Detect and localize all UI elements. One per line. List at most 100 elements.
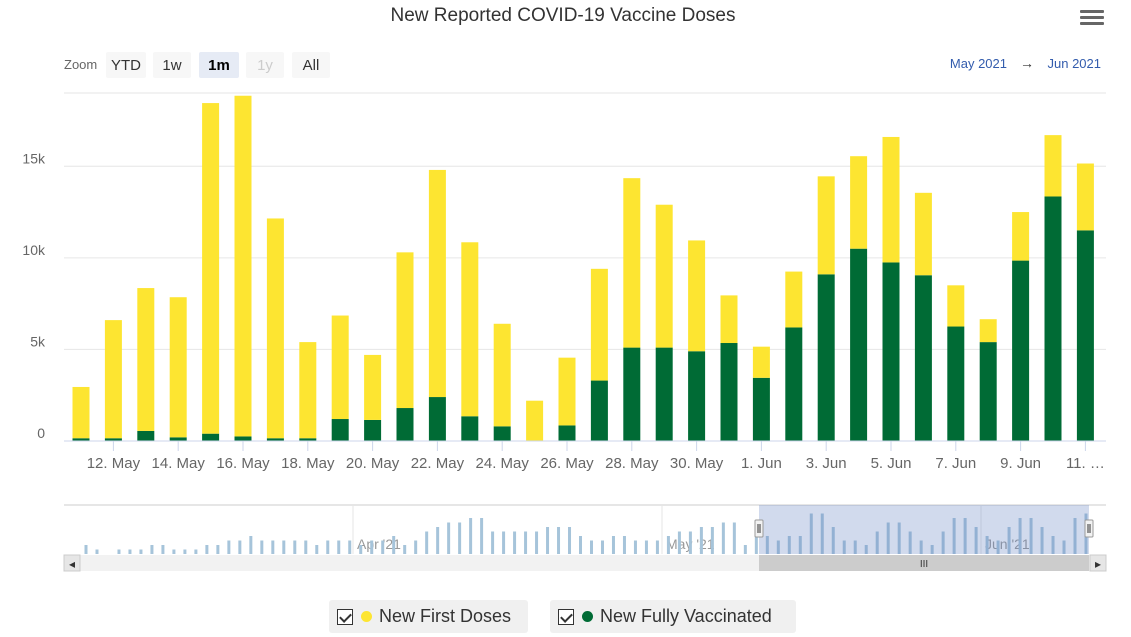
bar-fully-vaccinated[interactable]	[979, 342, 997, 441]
bar-first-doses[interactable]	[169, 297, 187, 438]
scrollbar-thumb[interactable]	[759, 555, 1089, 571]
bar-fully-vaccinated[interactable]	[72, 438, 90, 441]
bar-first-doses[interactable]	[461, 242, 479, 417]
bar-fully-vaccinated[interactable]	[1044, 196, 1062, 441]
bar-fully-vaccinated[interactable]	[947, 326, 965, 441]
bar-first-doses[interactable]	[914, 192, 932, 276]
bar-first-doses[interactable]	[493, 323, 511, 427]
bar-first-doses[interactable]	[688, 240, 706, 352]
bar-first-doses[interactable]	[785, 271, 803, 328]
bar-fully-vaccinated[interactable]	[882, 262, 900, 441]
legend-item-fully-vaccinated[interactable]: New Fully Vaccinated	[550, 600, 796, 633]
scrollbar-right-arrow-icon: ▸	[1095, 557, 1101, 571]
navigator-bar	[985, 536, 989, 554]
zoom-button-1y: 1y	[246, 52, 284, 78]
navigator-handle-right[interactable]	[1084, 519, 1094, 538]
navigator-bar	[348, 540, 352, 554]
checkbox-icon[interactable]	[558, 608, 574, 625]
bar-fully-vaccinated[interactable]	[234, 436, 252, 441]
navigator-bar	[370, 540, 374, 554]
bar-fully-vaccinated[interactable]	[202, 433, 220, 441]
bar-first-doses[interactable]	[558, 357, 576, 426]
bar-first-doses[interactable]	[882, 136, 900, 263]
bar-first-doses[interactable]	[331, 315, 349, 420]
checkbox-icon[interactable]	[337, 608, 353, 625]
bar-first-doses[interactable]	[655, 204, 673, 348]
bar-first-doses[interactable]	[396, 252, 414, 409]
bar-fully-vaccinated[interactable]	[396, 408, 414, 441]
navigator-bar	[546, 527, 550, 554]
bar-first-doses[interactable]	[850, 156, 868, 249]
bar-fully-vaccinated[interactable]	[461, 416, 479, 441]
bar-first-doses[interactable]	[526, 400, 544, 441]
zoom-button-1w[interactable]: 1w	[153, 52, 191, 78]
bar-fully-vaccinated[interactable]	[493, 426, 511, 441]
bar-fully-vaccinated[interactable]	[623, 347, 641, 441]
bar-first-doses[interactable]	[947, 285, 965, 327]
bar-fully-vaccinated[interactable]	[720, 343, 738, 441]
range-from[interactable]: May 2021	[950, 56, 1007, 71]
navigator-bar	[886, 522, 890, 554]
hamburger-menu-icon[interactable]	[1080, 10, 1104, 30]
zoom-button-ytd[interactable]: YTD	[106, 52, 146, 78]
bar-fully-vaccinated[interactable]	[655, 347, 673, 441]
bar-first-doses[interactable]	[234, 95, 252, 437]
bar-first-doses[interactable]	[623, 178, 641, 348]
bar-fully-vaccinated[interactable]	[266, 438, 284, 441]
range-to[interactable]: Jun 2021	[1048, 56, 1102, 71]
zoom-button-1m[interactable]: 1m	[199, 52, 239, 78]
bar-first-doses[interactable]	[104, 320, 122, 439]
bar-first-doses[interactable]	[72, 386, 90, 439]
zoom-label: Zoom	[64, 57, 97, 72]
bar-first-doses[interactable]	[137, 288, 155, 431]
bar-fully-vaccinated[interactable]	[169, 437, 187, 441]
bar-fully-vaccinated[interactable]	[785, 327, 803, 441]
bar-fully-vaccinated[interactable]	[331, 419, 349, 441]
bar-fully-vaccinated[interactable]	[558, 425, 576, 441]
zoom-button-bg	[292, 52, 330, 78]
range-display: May 2021 → Jun 2021	[950, 55, 1101, 71]
bar-fully-vaccinated[interactable]	[104, 438, 122, 441]
scrollbar-right-button[interactable]	[1089, 554, 1107, 572]
bar-fully-vaccinated[interactable]	[817, 274, 835, 441]
scrollbar-left-button[interactable]	[63, 554, 81, 572]
bar-fully-vaccinated[interactable]	[364, 419, 382, 441]
bar-first-doses[interactable]	[1076, 163, 1094, 231]
scrollbar[interactable]: ◂ ▸ III	[63, 554, 1107, 572]
bar-first-doses[interactable]	[202, 103, 220, 434]
bar-first-doses[interactable]	[299, 342, 317, 439]
bar-first-doses[interactable]	[590, 268, 608, 381]
bar-first-doses[interactable]	[1044, 135, 1062, 197]
bar-first-doses[interactable]	[1012, 212, 1030, 261]
x-tick-label: 9. Jun	[1000, 455, 1041, 472]
bar-first-doses[interactable]	[428, 169, 446, 398]
navigator-selected-range[interactable]	[759, 505, 1089, 554]
navigator-bar	[535, 531, 539, 554]
bar-fully-vaccinated[interactable]	[299, 438, 317, 441]
navigator-bar	[183, 549, 187, 554]
bar-first-doses[interactable]	[364, 354, 382, 420]
bar-fully-vaccinated[interactable]	[1076, 230, 1094, 441]
bar-first-doses[interactable]	[266, 218, 284, 439]
bar-fully-vaccinated[interactable]	[850, 248, 868, 441]
bar-fully-vaccinated[interactable]	[1012, 260, 1030, 441]
bar-fully-vaccinated[interactable]	[590, 380, 608, 441]
navigator-handle-left[interactable]	[754, 519, 764, 538]
legend-item-first-doses[interactable]: New First Doses	[329, 600, 528, 633]
navigator-bar	[622, 536, 626, 554]
bar-fully-vaccinated[interactable]	[137, 430, 155, 441]
bar-first-doses[interactable]	[979, 319, 997, 343]
navigator-bar	[359, 545, 363, 554]
bar-fully-vaccinated[interactable]	[752, 377, 770, 441]
bar-fully-vaccinated[interactable]	[428, 397, 446, 441]
bar-fully-vaccinated[interactable]	[688, 351, 706, 441]
bar-first-doses[interactable]	[752, 346, 770, 378]
bar-first-doses[interactable]	[817, 176, 835, 275]
zoom-button-all[interactable]: All	[292, 52, 330, 78]
bar-fully-vaccinated[interactable]	[914, 275, 932, 441]
x-tick-label: 7. Jun	[935, 455, 976, 472]
navigator-bar	[930, 545, 934, 554]
navigator-bar	[139, 549, 143, 554]
bar-first-doses[interactable]	[720, 295, 738, 344]
